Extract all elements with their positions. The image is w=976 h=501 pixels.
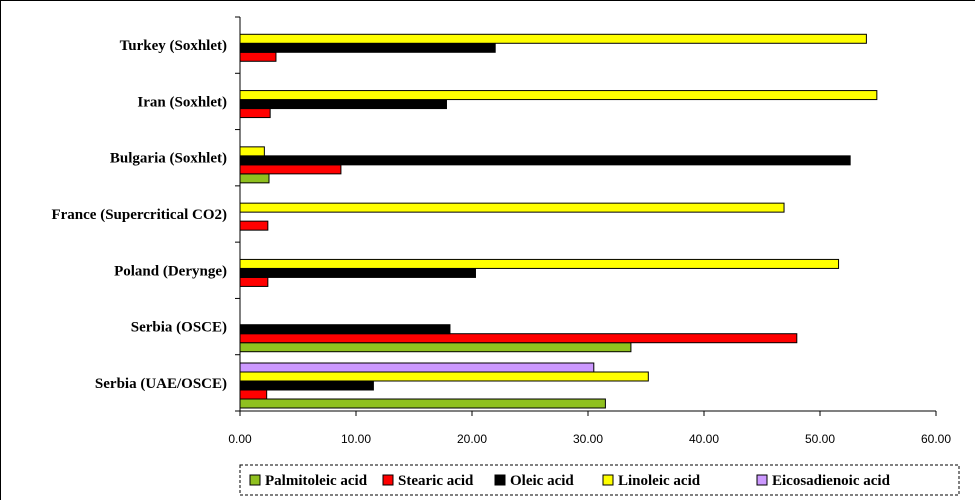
bar-oleic-acid-poland-derynge [239,267,476,278]
bar-palmitoleic-acid-serbia-osce [239,342,632,353]
bar-oleic-acid-serbia-osce [239,324,451,335]
legend: Palmitoleic acid Stearic acid Oleic acid Li… [239,464,960,496]
bar-oleic-acid-serbia-uae-osce [239,380,374,391]
bar-linoleic-acid-iran-soxhlet [239,90,878,101]
legend-swatch-stearic-acid [382,474,394,486]
bar-oleic-acid-iran-soxhlet [239,99,447,110]
bar-linoleic-acid-france-supercritical-co2 [239,202,785,213]
legend-label-oleic-acid: Oleic acid [510,473,574,489]
x-tick-label: 60.00 [921,432,951,446]
bar-stearic-acid-serbia-osce [239,333,798,344]
bar-stearic-acid-serbia-uae-osce [239,389,268,400]
category-label: Turkey (Soxhlet) [120,38,227,54]
bar-oleic-acid-turkey-soxhlet [239,42,496,53]
legend-swatch-oleic-acid [494,474,506,486]
category-label: Poland (Derynge) [114,263,227,279]
category-label: Serbia (UAE/OSCE) [95,376,227,392]
bar-stearic-acid-iran-soxhlet [239,108,271,119]
legend-label-eicosadienoic-acid: Eicosadienoic acid [772,473,891,489]
bar-stearic-acid-france-supercritical-co2 [239,220,269,231]
bar-stearic-acid-poland-derynge [239,276,269,287]
legend-swatch-linoleic-acid [602,474,614,486]
category-label: Iran (Soxhlet) [137,94,227,110]
x-tick-label: 40.00 [689,432,719,446]
bar-stearic-acid-bulgaria-soxhlet [239,164,342,175]
legend-label-palmitoleic-acid: Palmitoleic acid [265,473,368,489]
category-label: France (Supercritical CO2) [51,207,227,223]
bar-linoleic-acid-poland-derynge [239,258,840,269]
bar-stearic-acid-turkey-soxhlet [239,51,277,62]
x-tick-label: 30.00 [573,432,603,446]
category-label: Serbia (OSCE) [131,320,227,336]
x-tick-label: 50.00 [805,432,835,446]
bar-linoleic-acid-turkey-soxhlet [239,33,867,44]
bar-palmitoleic-acid-bulgaria-soxhlet [239,173,270,184]
bar-linoleic-acid-bulgaria-soxhlet [239,146,265,157]
bars-group [239,33,878,409]
legend-label-stearic-acid: Stearic acid [398,473,474,489]
bar-linoleic-acid-serbia-uae-osce [239,371,649,382]
category-labels: Turkey (Soxhlet) Iran (Soxhlet) Bulgaria (… [51,38,227,392]
tick-labels: 0.00 10.00 20.00 30.00 40.00 50.00 60.00 [228,432,951,446]
legend-swatch-eicosadienoic-acid [756,474,768,486]
bar-palmitoleic-acid-serbia-uae-osce [239,398,606,409]
axes-group [235,16,937,416]
x-tick-label: 0.00 [228,432,252,446]
bar-oleic-acid-bulgaria-soxhlet [239,155,851,166]
legend-label-linoleic-acid: Linoleic acid [618,473,701,489]
legend-swatch-palmitoleic-acid [249,474,261,486]
bar-eicosadienoic-acid-serbia-uae-osce [239,362,595,373]
legend-box [239,464,960,496]
category-label: Bulgaria (Soxhlet) [110,151,227,167]
x-tick-label: 10.00 [341,432,371,446]
x-tick-label: 20.00 [457,432,487,446]
